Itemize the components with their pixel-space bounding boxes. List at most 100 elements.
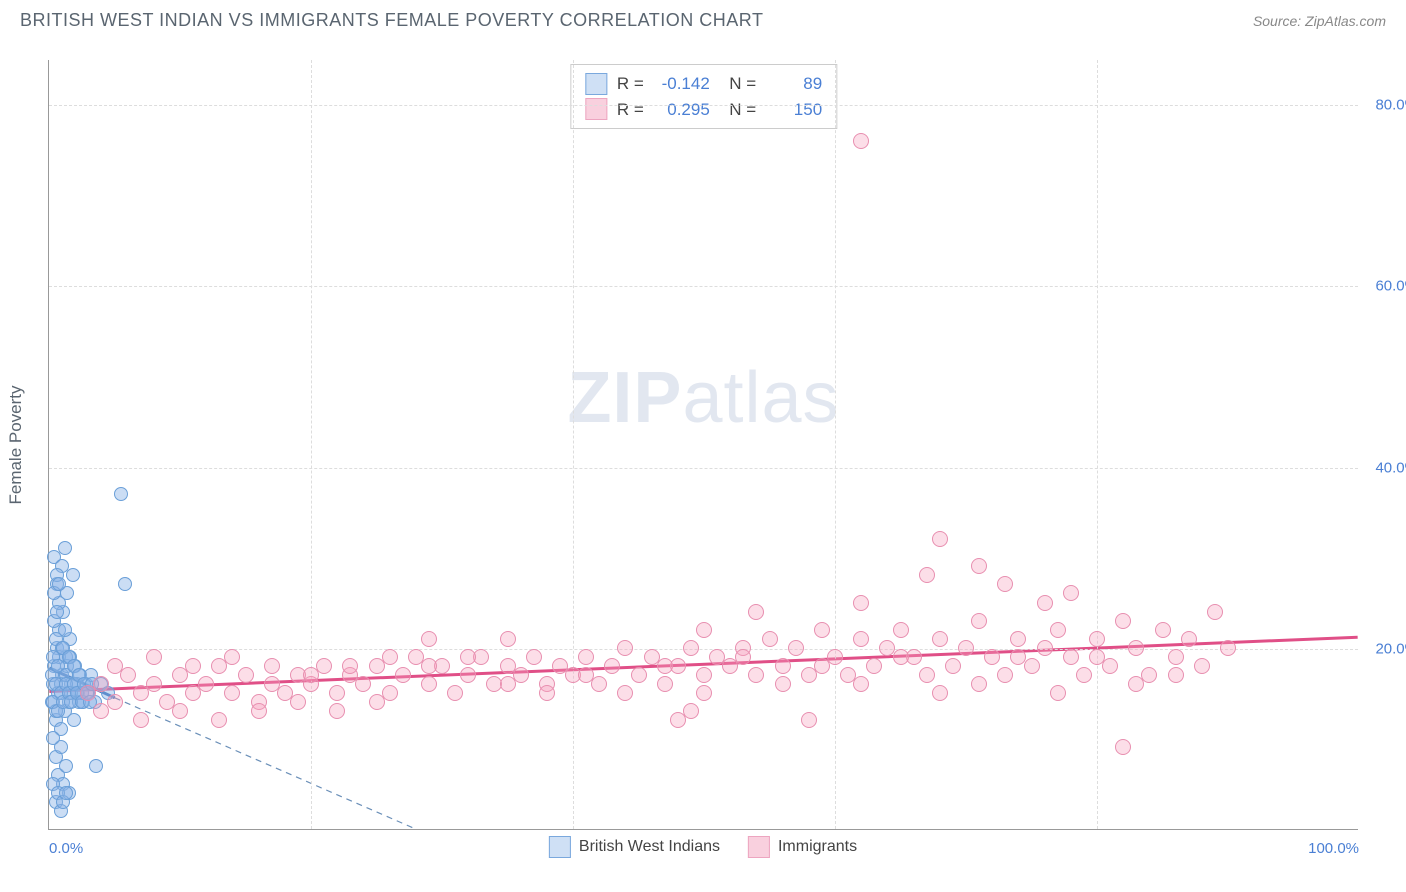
legend-item: Immigrants [748,836,857,858]
scatter-point [198,676,214,692]
scatter-point [1010,631,1026,647]
scatter-point [696,667,712,683]
scatter-point [238,667,254,683]
scatter-point [46,731,60,745]
scatter-point [971,613,987,629]
scatter-point [578,667,594,683]
scatter-point [893,622,909,638]
scatter-point [50,605,64,619]
scatter-point [1155,622,1171,638]
scatter-chart: ZIPatlas R =-0.142 N =89R =0.295 N =150 … [48,60,1358,830]
stat-r-label: R = [617,71,644,97]
stat-n-label: N = [720,71,756,97]
scatter-point [59,759,73,773]
scatter-point [932,531,948,547]
scatter-point [1115,739,1131,755]
scatter-point [369,694,385,710]
scatter-point [1050,685,1066,701]
scatter-point [303,667,319,683]
scatter-point [329,685,345,701]
gridline-v [835,60,836,829]
scatter-point [657,658,673,674]
scatter-point [748,667,764,683]
stat-r-label: R = [617,97,644,123]
scatter-point [342,658,358,674]
scatter-point [853,133,869,149]
stat-n-label: N = [720,97,756,123]
gridline-h [49,286,1358,287]
scatter-point [1050,622,1066,638]
scatter-point [211,712,227,728]
scatter-point [853,595,869,611]
gridline-v [573,60,574,829]
legend-swatch [549,836,571,858]
scatter-point [893,649,909,665]
trend-lines-layer [49,60,1358,829]
scatter-point [526,649,542,665]
scatter-point [264,658,280,674]
scatter-point [146,676,162,692]
scatter-point [172,703,188,719]
legend-label: Immigrants [778,838,857,856]
scatter-point [1128,676,1144,692]
stat-n-value: 150 [766,97,822,123]
chart-title: BRITISH WEST INDIAN VS IMMIGRANTS FEMALE… [20,10,763,31]
legend-label: British West Indians [579,838,720,856]
scatter-point [866,658,882,674]
stat-row: R =-0.142 N =89 [585,71,822,97]
scatter-point [997,576,1013,592]
gridline-h [49,468,1358,469]
scatter-point [1037,595,1053,611]
scatter-point [578,649,594,665]
scatter-point [1168,667,1184,683]
scatter-point [421,676,437,692]
scatter-point [58,541,72,555]
watermark-zip: ZIP [567,358,682,438]
scatter-point [971,676,987,692]
scatter-point [604,658,620,674]
scatter-point [945,658,961,674]
scatter-point [814,622,830,638]
scatter-point [224,649,240,665]
scatter-point [1207,604,1223,620]
scatter-point [460,649,476,665]
source-attribution: Source: ZipAtlas.com [1253,13,1386,29]
scatter-point [107,658,123,674]
scatter-point [1168,649,1184,665]
scatter-point [932,685,948,701]
scatter-point [89,759,103,773]
scatter-point [59,786,73,800]
legend-item: British West Indians [549,836,720,858]
scatter-point [1115,613,1131,629]
scatter-point [762,631,778,647]
scatter-point [93,703,109,719]
y-tick-label: 20.0% [1375,640,1406,657]
scatter-point [1063,585,1079,601]
scatter-point [735,649,751,665]
scatter-point [657,676,673,692]
scatter-point [382,649,398,665]
scatter-point [52,577,66,591]
scatter-point [1076,667,1092,683]
scatter-point [971,558,987,574]
gridline-v [311,60,312,829]
scatter-point [919,667,935,683]
scatter-point [696,622,712,638]
scatter-point [1102,658,1118,674]
gridline-v [1097,60,1098,829]
scatter-point [814,658,830,674]
scatter-point [500,676,516,692]
x-tick-label: 0.0% [49,840,83,857]
scatter-point [1037,640,1053,656]
scatter-point [224,685,240,701]
scatter-point [617,640,633,656]
scatter-point [683,703,699,719]
scatter-point [355,676,371,692]
scatter-point [683,640,699,656]
scatter-point [1181,631,1197,647]
scatter-point [67,713,81,727]
scatter-point [958,640,974,656]
watermark-atlas: atlas [682,358,839,438]
scatter-point [329,703,345,719]
x-tick-label: 100.0% [1308,840,1359,857]
